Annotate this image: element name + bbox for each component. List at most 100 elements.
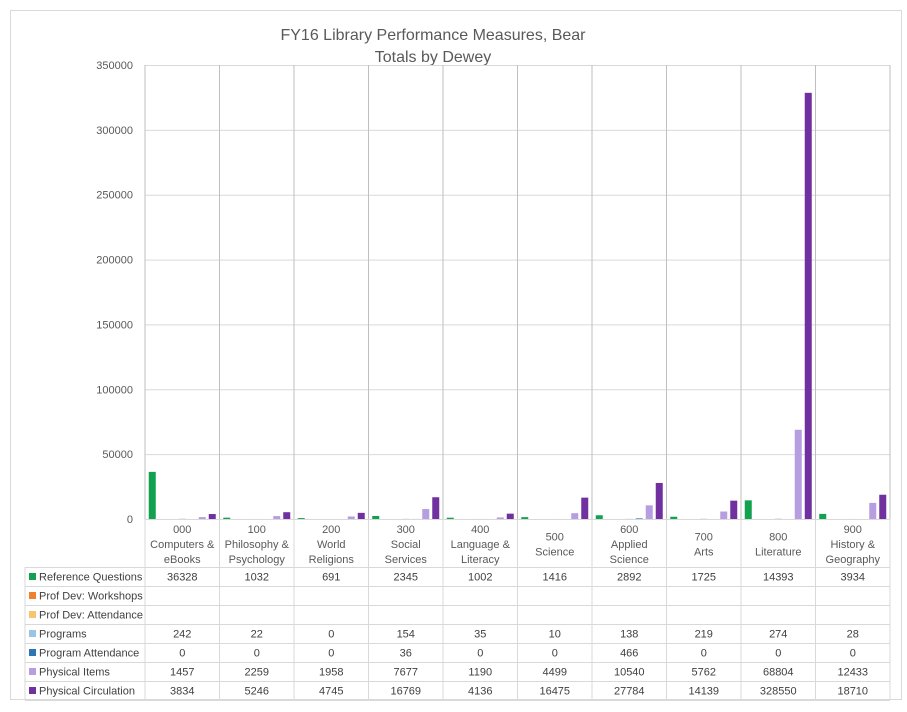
y-tick-label: 100000 [96,384,133,396]
data-label: 328550 [760,686,797,698]
bar [596,515,603,519]
data-label: 5246 [245,686,269,698]
data-label: 14139 [688,686,719,698]
x-tick-label-line: 600 [620,524,638,536]
legend-label: Reference Questions [39,572,143,584]
bar [869,503,876,519]
data-label: 274 [769,629,787,641]
data-label: 0 [328,648,334,660]
bar [223,518,230,519]
data-label: 27784 [614,686,645,698]
legend-label: Physical Circulation [39,686,135,698]
x-tick-label-line: Social [391,539,421,551]
bar [283,512,290,519]
x-tick-label-line: Science [610,554,649,566]
legend-label: Program Attendance [39,648,139,660]
bar [646,505,653,519]
data-label: 242 [173,629,191,641]
x-tick-label-line: World [317,539,346,551]
data-label: 154 [397,629,415,641]
x-tick-label-line: 400 [471,524,489,536]
y-tick-label: 0 [127,514,133,526]
bar [819,514,826,519]
y-tick-label: 200000 [96,255,133,267]
legend-label: Prof Dev: Attendance [39,610,143,622]
y-tick-label: 150000 [96,319,133,331]
data-label: 22 [251,629,263,641]
x-tick-label-line: Services [385,554,428,566]
data-label: 0 [477,648,483,660]
data-label: 3934 [841,572,865,584]
data-label: 0 [179,648,185,660]
data-label: 3834 [170,686,194,698]
x-tick-label-line: Science [535,547,574,559]
data-label: 18710 [837,686,868,698]
legend-key [29,687,36,694]
data-label: 219 [695,629,713,641]
x-tick-label-line: Arts [694,547,714,559]
data-label: 16475 [539,686,570,698]
y-tick-label: 350000 [96,60,133,72]
data-label: 0 [552,648,558,660]
bar [209,514,216,519]
data-label: 36 [400,648,412,660]
data-label: 1725 [692,572,716,584]
bar [372,516,379,519]
data-label: 28 [847,629,859,641]
bar [879,495,886,519]
legend-label: Physical Items [39,667,110,679]
data-label: 0 [701,648,707,660]
bar [422,509,429,519]
bar [447,518,454,519]
data-label: 1190 [468,667,492,679]
data-label: 35 [474,629,486,641]
bar [636,518,643,519]
data-label: 691 [322,572,340,584]
bar [497,517,504,519]
x-tick-label-line: Computers & [150,539,215,551]
data-label: 2345 [394,572,418,584]
data-label: 36328 [167,572,198,584]
x-tick-label-line: History & [830,539,875,551]
bar [358,513,365,519]
bar [745,500,752,519]
y-tick-label: 250000 [96,190,133,202]
legend-label: Prof Dev: Workshops [39,591,143,603]
data-label: 1032 [245,572,269,584]
x-tick-label-line: Literature [755,547,801,559]
bar [149,472,156,519]
data-label: 4499 [543,667,567,679]
legend-key [29,649,36,656]
data-label: 0 [254,648,260,660]
bar [348,516,355,519]
legend-key [29,668,36,675]
bar [720,512,727,519]
chart-subtitle: Totals by Dewey [375,49,492,66]
data-label: 2892 [617,572,641,584]
data-label: 4136 [468,686,492,698]
x-tick-label-line: Geography [826,554,881,566]
x-tick-label-line: Applied [611,539,648,551]
bar [670,517,677,519]
y-tick-label: 50000 [102,449,133,461]
legend-key [29,573,36,580]
x-tick-label-line: 500 [546,532,564,544]
bar [432,497,439,519]
x-tick-label-line: Language & [451,539,511,551]
data-label: 0 [850,648,856,660]
x-tick-label-line: Psychology [229,554,286,566]
legend-key [29,630,36,637]
x-tick-label-line: 100 [248,524,266,536]
x-tick-label-line: Literacy [461,554,500,566]
data-label: 1416 [543,572,567,584]
bar [507,514,514,519]
data-label: 5762 [692,667,716,679]
y-tick-label: 300000 [96,125,133,137]
bar [199,517,206,519]
x-tick-label-line: Philosophy & [225,539,290,551]
bar [273,516,280,519]
legend-key [29,611,36,618]
data-label: 138 [620,629,638,641]
bar [571,513,578,519]
x-tick-label-line: Religions [309,554,355,566]
